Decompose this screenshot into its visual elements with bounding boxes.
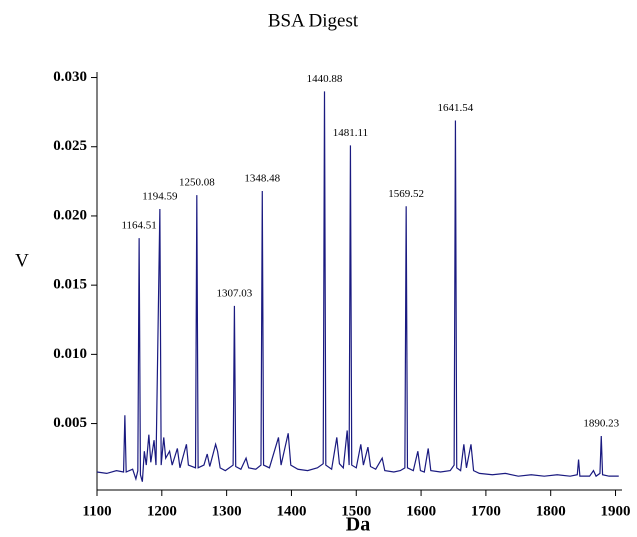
peak-label: 1194.59 [142, 191, 178, 203]
y-tick-label: 0.025 [53, 138, 87, 154]
peak-label: 1348.48 [244, 173, 280, 185]
peak-label: 1890.23 [583, 418, 619, 430]
x-tick-label: 1300 [212, 503, 242, 519]
peak-label: 1250.08 [179, 177, 215, 189]
x-tick-label: 1500 [341, 503, 371, 519]
x-tick-label: 1100 [82, 503, 111, 519]
y-tick-label: 0.010 [53, 346, 87, 362]
peak-label: 1307.03 [217, 287, 253, 299]
chart-title: BSA Digest [268, 10, 359, 31]
y-tick-label: 0.020 [53, 207, 87, 223]
x-axis-label: Da [346, 514, 370, 536]
x-tick-label: 1700 [471, 503, 501, 519]
y-tick-label: 0.030 [53, 69, 87, 85]
x-tick-label: 1600 [406, 503, 436, 519]
x-tick-label: 1900 [601, 503, 631, 519]
peak-label: 1440.88 [307, 73, 343, 85]
y-axis-label: V [15, 250, 29, 271]
y-tick-label: 0.015 [53, 277, 87, 293]
spectrum-line [96, 91, 619, 482]
x-tick-label: 1200 [147, 503, 177, 519]
peak-label: 1164.51 [121, 220, 156, 232]
peak-label: 1569.52 [388, 188, 424, 200]
peak-label: 1641.54 [438, 102, 474, 114]
y-tick-label: 0.005 [53, 415, 87, 431]
peak-label: 1481.11 [333, 127, 368, 139]
x-tick-label: 1400 [276, 503, 306, 519]
x-tick-label: 1800 [536, 503, 566, 519]
